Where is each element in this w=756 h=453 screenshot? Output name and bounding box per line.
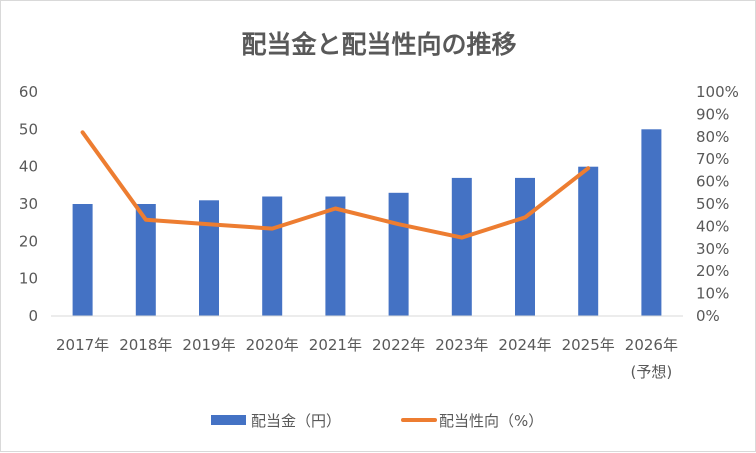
x-tick-label: 2026年 [625, 336, 678, 354]
bar [72, 204, 93, 316]
y-right-tick-label: 90% [696, 105, 729, 123]
y-right-tick-label: 0% [696, 307, 720, 325]
y-right-tick-label: 100% [696, 83, 739, 101]
x-tick-label: 2024年 [498, 336, 551, 354]
y-right-tick-label: 40% [696, 217, 729, 235]
y-right-tick-label: 20% [696, 262, 729, 280]
bar [515, 177, 535, 316]
line-path [80, 130, 591, 240]
y-left-tick-label: 10 [19, 270, 38, 288]
line-series [80, 130, 591, 240]
y-left-tick-label: 30 [19, 195, 38, 213]
y-axis-right: 0% 10% 20% 30% 40% 50% 60% 70% 80% 90% 100% [696, 83, 739, 325]
legend-bar-label: 配当金（円） [251, 412, 341, 430]
bar [262, 196, 283, 316]
y-right-tick-label: 30% [696, 240, 729, 258]
x-tick-label: 2020年 [246, 336, 299, 354]
x-tick-label: 2019年 [182, 336, 235, 354]
chart-title: 配当金と配当性向の推移 [241, 30, 516, 59]
x-tick-label: 2017年 [56, 336, 109, 354]
y-right-tick-label: 10% [696, 285, 729, 303]
x-axis: 2017年 2018年 2019年 2020年 2021年 2022年 2023年 2024年… [51, 315, 683, 381]
x-tick-label: 2022年 [372, 336, 425, 354]
bar [325, 196, 346, 316]
legend-bar-swatch [211, 415, 246, 425]
y-right-tick-label: 60% [696, 173, 729, 191]
bar [388, 192, 409, 316]
bar [135, 204, 156, 316]
y-left-tick-label: 60 [19, 83, 38, 101]
x-tick-label: 2023年 [435, 336, 488, 354]
y-left-tick-label: 50 [19, 120, 38, 138]
x-tick-label: 2021年 [309, 336, 362, 354]
y-left-tick-label: 20 [19, 232, 38, 250]
y-left-tick-label: 40 [19, 158, 38, 176]
bar [578, 166, 599, 316]
bar [199, 200, 219, 316]
y-left-tick-label: 0 [28, 307, 38, 325]
y-right-tick-label: 50% [696, 195, 729, 213]
y-right-tick-label: 70% [696, 150, 729, 168]
legend-line-label: 配当性向（%） [439, 412, 543, 430]
y-axis-left: 0 10 20 30 40 50 60 [19, 83, 38, 325]
x-tick-label: 2025年 [562, 336, 615, 354]
legend: 配当金（円） 配当性向（%） [211, 412, 543, 430]
x-tick-label: (予想) [631, 363, 673, 381]
bar [451, 177, 472, 316]
bar [641, 129, 662, 316]
x-tick-label: 2018年 [119, 336, 172, 354]
y-right-tick-label: 80% [696, 128, 729, 146]
